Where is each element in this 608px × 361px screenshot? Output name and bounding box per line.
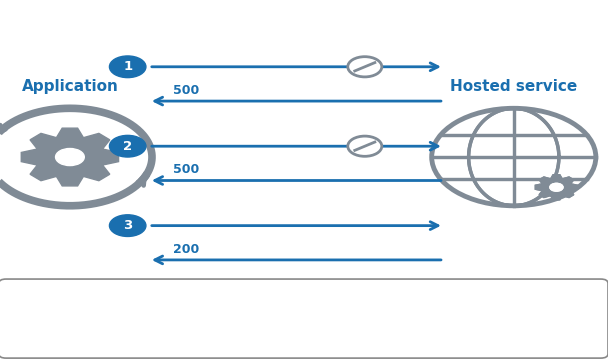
Text: 500: 500 — [173, 84, 199, 97]
Text: 1: Application invokes operation on hosted service. The request fails, and the: 1: Application invokes operation on host… — [15, 291, 420, 301]
Text: Hosted service: Hosted service — [450, 79, 578, 94]
Circle shape — [541, 178, 572, 196]
Circle shape — [348, 136, 382, 156]
Circle shape — [541, 178, 572, 196]
Text: 200: 200 — [173, 243, 199, 256]
Circle shape — [550, 183, 563, 191]
Text: 500: 500 — [173, 163, 199, 176]
Text: service host responds with HTTP response code 500 (internal server error).: service host responds with HTTP response… — [15, 303, 420, 313]
Circle shape — [35, 136, 105, 178]
Polygon shape — [21, 128, 119, 186]
Polygon shape — [535, 175, 578, 200]
Polygon shape — [535, 175, 578, 200]
Text: with HTTP response code 200 (OK).: with HTTP response code 200 (OK). — [15, 347, 212, 357]
Circle shape — [109, 56, 146, 78]
Text: Application: Application — [21, 79, 119, 94]
Circle shape — [348, 57, 382, 77]
Circle shape — [109, 215, 146, 236]
Text: 2: 2 — [123, 140, 133, 153]
Text: 3: Application waits for a longer interval and tries again. The request succeeds: 3: Application waits for a longer interv… — [15, 336, 427, 346]
FancyBboxPatch shape — [0, 279, 608, 358]
Text: 2: Application waits for a short interval and tries again. The request still fai: 2: Application waits for a short interva… — [15, 314, 442, 324]
Text: HTTP response code 500.: HTTP response code 500. — [15, 325, 160, 335]
Circle shape — [55, 148, 85, 166]
Circle shape — [550, 183, 563, 191]
Text: 3: 3 — [123, 219, 133, 232]
Circle shape — [541, 178, 572, 196]
Circle shape — [109, 135, 146, 157]
Text: 1: 1 — [123, 60, 133, 73]
